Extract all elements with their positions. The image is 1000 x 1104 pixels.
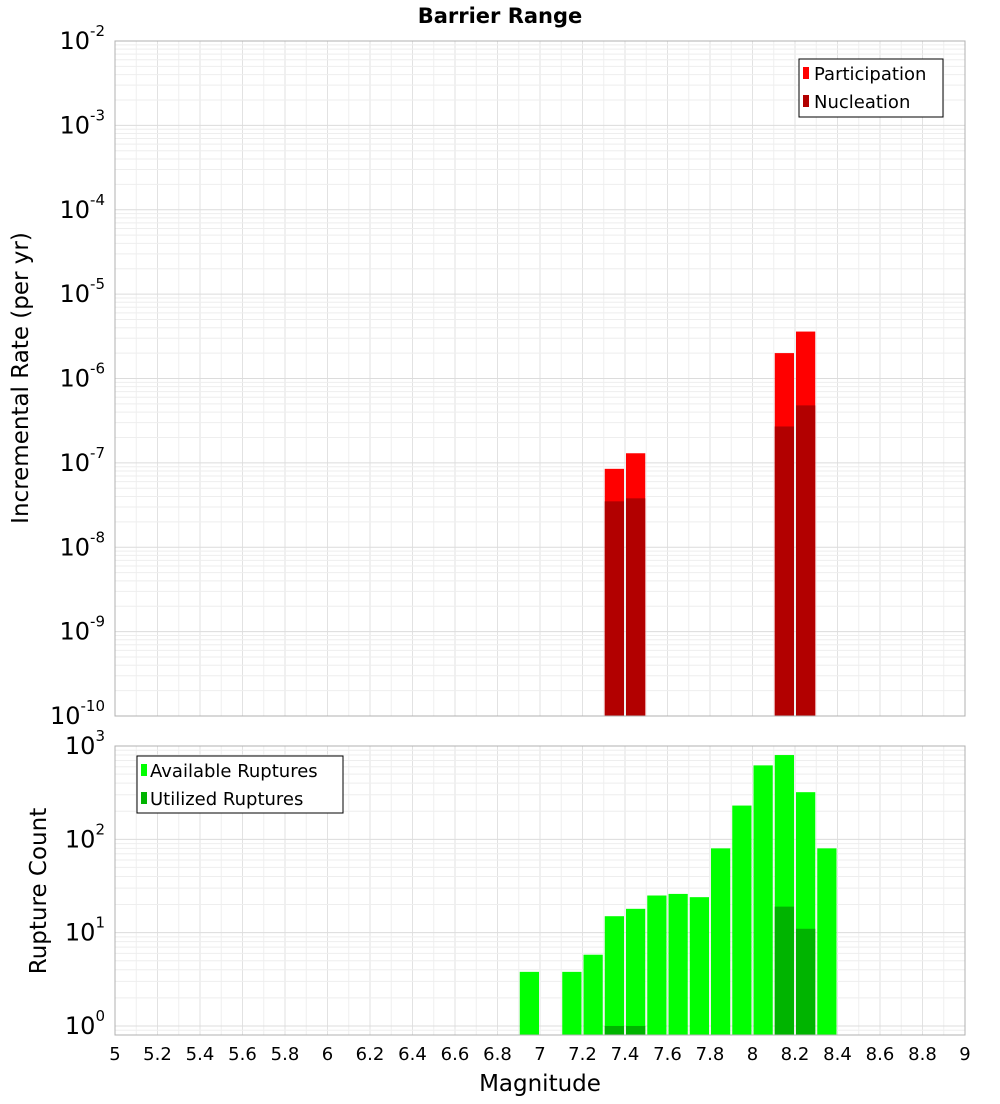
x-tick-label: 7.8 (696, 1044, 725, 1065)
top-legend-box (798, 58, 944, 118)
top-y-axis-label: Incremental Rate (per yr) (8, 232, 34, 524)
x-tick-label: 8 (747, 1044, 758, 1065)
bottom-bar-available-ruptures (732, 805, 752, 1035)
top-bar-nucleation (626, 498, 646, 716)
bottom-y-axis-label: Rupture Count (26, 808, 52, 974)
top-y-tick-label: 10-2 (59, 22, 105, 55)
top-bar-nucleation (604, 501, 624, 716)
bottom-bar-available-ruptures (711, 848, 731, 1035)
top-legend: Participation Nucleation (798, 58, 944, 118)
bottom-bar-available-ruptures (519, 971, 539, 1035)
bottom-bar-available-ruptures (817, 848, 837, 1035)
bottom-y-tick-labels: 100 101 102 103 (65, 727, 105, 1040)
top-plot-frame (114, 40, 966, 717)
x-axis-label: Magnitude (479, 1071, 601, 1097)
x-tick-label: 6.6 (441, 1044, 470, 1065)
top-y-tick-label: 10-10 (50, 697, 105, 730)
top-y-tick-label: 10-6 (59, 360, 105, 393)
x-tick-label: 5.4 (186, 1044, 215, 1065)
bottom-bar-available-ruptures (604, 916, 624, 1035)
top-y-tick-labels: 10-10 10-9 10-8 10-7 10-6 10-5 10-4 10-3 10-2 (50, 22, 105, 730)
chart-title: Barrier Range (418, 4, 583, 28)
bottom-legend-box (136, 755, 344, 814)
bottom-y-tick-label: 100 (65, 1007, 105, 1040)
top-y-tick-label: 10-4 (59, 191, 105, 224)
top-plot-bars (604, 331, 816, 716)
legend-label-utilized: Utilized Ruptures (150, 789, 303, 810)
legend-swatch-nucleation (803, 95, 809, 107)
legend-label-participation: Participation (814, 64, 926, 85)
top-y-tick-label: 10-8 (59, 528, 105, 561)
legend-swatch-available (141, 764, 147, 776)
top-plot-grid (115, 41, 965, 716)
x-tick-label: 5.6 (228, 1044, 257, 1065)
bottom-bar-available-ruptures (753, 765, 773, 1035)
bottom-y-tick-label: 103 (65, 727, 105, 760)
bottom-y-tick-label: 101 (65, 914, 105, 947)
bottom-plot-frame (114, 745, 966, 1036)
x-tick-label: 9 (959, 1044, 970, 1065)
x-tick-label: 7.2 (568, 1044, 597, 1065)
top-bar-nucleation (796, 405, 816, 716)
bottom-bar-available-ruptures (562, 971, 582, 1035)
x-tick-label: 7.4 (611, 1044, 640, 1065)
bottom-bar-utilized-ruptures (774, 906, 794, 1035)
x-tick-label: 8.2 (781, 1044, 810, 1065)
bottom-y-tick-label: 102 (65, 820, 105, 853)
x-tick-label: 5.8 (271, 1044, 300, 1065)
x-tick-label: 6.2 (356, 1044, 385, 1065)
top-y-tick-label: 10-3 (59, 106, 105, 139)
legend-swatch-utilized (141, 792, 147, 804)
top-y-tick-label: 10-5 (59, 275, 105, 308)
bottom-bar-utilized-ruptures (604, 1025, 624, 1035)
bottom-bar-available-ruptures (583, 954, 603, 1035)
bottom-plot-bars (519, 755, 837, 1035)
legend-label-nucleation: Nucleation (814, 92, 910, 113)
x-tick-label: 5.2 (143, 1044, 172, 1065)
x-tick-label: 8.8 (908, 1044, 937, 1065)
top-bar-nucleation (774, 426, 794, 716)
x-tick-label: 8.6 (866, 1044, 895, 1065)
bottom-bar-utilized-ruptures (796, 928, 816, 1035)
bottom-bar-available-ruptures (647, 895, 667, 1035)
x-tick-label: 5 (109, 1044, 120, 1065)
x-tick-label: 6.8 (483, 1044, 512, 1065)
legend-swatch-participation (803, 67, 809, 79)
bottom-legend: Available Ruptures Utilized Ruptures (136, 755, 344, 814)
bottom-bar-available-ruptures (626, 908, 646, 1035)
legend-label-available: Available Ruptures (150, 761, 318, 782)
x-tick-label: 6.4 (398, 1044, 427, 1065)
x-tick-label: 6 (322, 1044, 333, 1065)
bottom-bar-utilized-ruptures (626, 1025, 646, 1035)
top-y-tick-label: 10-7 (59, 444, 105, 477)
x-tick-label: 7.6 (653, 1044, 682, 1065)
bottom-bar-available-ruptures (689, 897, 709, 1035)
x-tick-labels: 5 5.2 5.4 5.6 5.8 6 6.2 6.4 6.6 6.8 7 7.2 7.4 7.6 7.8 8… (109, 1044, 970, 1065)
bottom-bar-available-ruptures (668, 893, 688, 1035)
x-tick-label: 8.4 (823, 1044, 852, 1065)
top-y-tick-label: 10-9 (59, 613, 105, 646)
x-tick-label: 7 (534, 1044, 545, 1065)
